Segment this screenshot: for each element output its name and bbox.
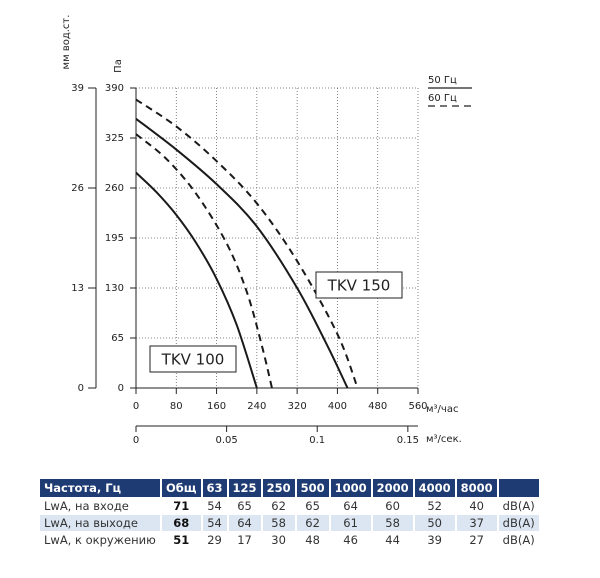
header-cell: Общ [162, 479, 201, 497]
label-box [149, 345, 237, 373]
y2-tick-label: 39 [71, 83, 84, 94]
table-cell: 51 [173, 533, 190, 547]
table-cell: 68 [162, 515, 201, 531]
y-axis-label: Па [113, 59, 124, 73]
table-cell: 52 [427, 499, 442, 513]
table-cell: dB(A) [502, 499, 535, 513]
table-cell: 39 [427, 533, 442, 547]
header-cell: 2000 [372, 479, 413, 497]
curve [135, 117, 349, 389]
x2-axis-label: м³/сек. [426, 434, 462, 445]
curve [135, 98, 359, 389]
table-cell: LwA, на выходе [40, 515, 160, 531]
y2-tick-label: 0 [78, 383, 84, 394]
header-cell: 500 [296, 479, 329, 497]
y2-axis-label: мм вод.ст. [61, 15, 72, 70]
y-tick-label: 65 [111, 333, 124, 344]
table-cell: 30 [271, 533, 286, 547]
table-cell: 65 [237, 499, 252, 513]
table-cell: 48 [305, 533, 320, 547]
y-tick-label: 130 [105, 283, 124, 294]
table-row: LwA, на входе 71 54 65 62 65 64 60 52 40 dB(A) [40, 498, 539, 514]
table-cell: 64 [343, 499, 358, 513]
table-cell: 44 [385, 533, 400, 547]
table-cell: 40 [469, 499, 484, 513]
header-cell: 1000 [330, 479, 371, 497]
y2-tick-label: 26 [71, 183, 84, 194]
x2-tick-label: 0 [133, 435, 139, 446]
table-cell: 58 [372, 515, 413, 531]
table-cell: 61 [330, 515, 371, 531]
table-cell: 54 [207, 499, 222, 513]
table-cell: 27 [469, 533, 484, 547]
noise-table: Частота, Гц Общ 63 125 250 500 1000 2000 4000 800… [38, 478, 541, 549]
header-cell: 8000 [456, 479, 497, 497]
x2-tick-label: 0.15 [397, 435, 419, 446]
model-label: TKV 100 [161, 351, 225, 369]
header-cell: Частота, Гц [40, 479, 160, 497]
table-cell: 71 [173, 499, 190, 513]
table-cell: 58 [262, 515, 295, 531]
x-tick-label: 80 [170, 401, 183, 412]
x-tick-label: 560 [408, 401, 427, 412]
table-row: LwA, на выходе 68 54 64 58 62 61 58 50 37 dB(A) [40, 515, 539, 531]
table-row: LwA, к окружению 51 29 17 30 48 46 44 39 27 dB(A) [40, 532, 539, 548]
x-tick-label: 0 [133, 401, 139, 412]
table-cell: 46 [343, 533, 358, 547]
x-tick-label: 480 [368, 401, 387, 412]
header-cell: 4000 [414, 479, 455, 497]
y-tick-label: 260 [105, 183, 124, 194]
x2-tick-label: 0.1 [309, 435, 325, 446]
x-tick-label: 320 [288, 401, 307, 412]
x-tick-label: 160 [207, 401, 226, 412]
header-cell [498, 479, 539, 497]
table-cell: 62 [271, 499, 286, 513]
header-cell: 125 [228, 479, 261, 497]
label-box [315, 271, 403, 299]
table-cell: dB(A) [498, 515, 539, 531]
x-tick-label: 240 [247, 401, 266, 412]
table-cell: 54 [202, 515, 227, 531]
y2-tick-label: 13 [71, 283, 84, 294]
x-axis-label: м³/час [426, 404, 458, 415]
table-cell: 50 [414, 515, 455, 531]
y-tick-label: 0 [118, 383, 124, 394]
header-cell: 250 [262, 479, 295, 497]
header-cell: 63 [202, 479, 227, 497]
table-cell: 17 [237, 533, 252, 547]
chart: Па мм вод.ст. м³/час м³/сек. 06513019526… [61, 15, 472, 446]
table-cell: 62 [296, 515, 329, 531]
x-tick-label: 400 [328, 401, 347, 412]
curve [135, 171, 258, 389]
y-tick-label: 390 [105, 83, 124, 94]
y-tick-label: 325 [105, 133, 124, 144]
table-cell: LwA, к окружению [44, 533, 156, 547]
table-cell: LwA, на входе [44, 499, 129, 513]
model-label: TKV 150 [327, 277, 391, 295]
x2-tick-label: 0.05 [215, 435, 237, 446]
y-tick-label: 195 [105, 233, 124, 244]
table-cell: 64 [228, 515, 261, 531]
curve [135, 133, 273, 389]
table-cell: 37 [456, 515, 497, 531]
table-cell: 29 [207, 533, 222, 547]
table-cell: 60 [385, 499, 400, 513]
legend-label: 60 Гц [428, 93, 457, 104]
table-cell: dB(A) [502, 533, 535, 547]
legend-label: 50 Гц [428, 75, 457, 86]
table-cell: 65 [305, 499, 320, 513]
